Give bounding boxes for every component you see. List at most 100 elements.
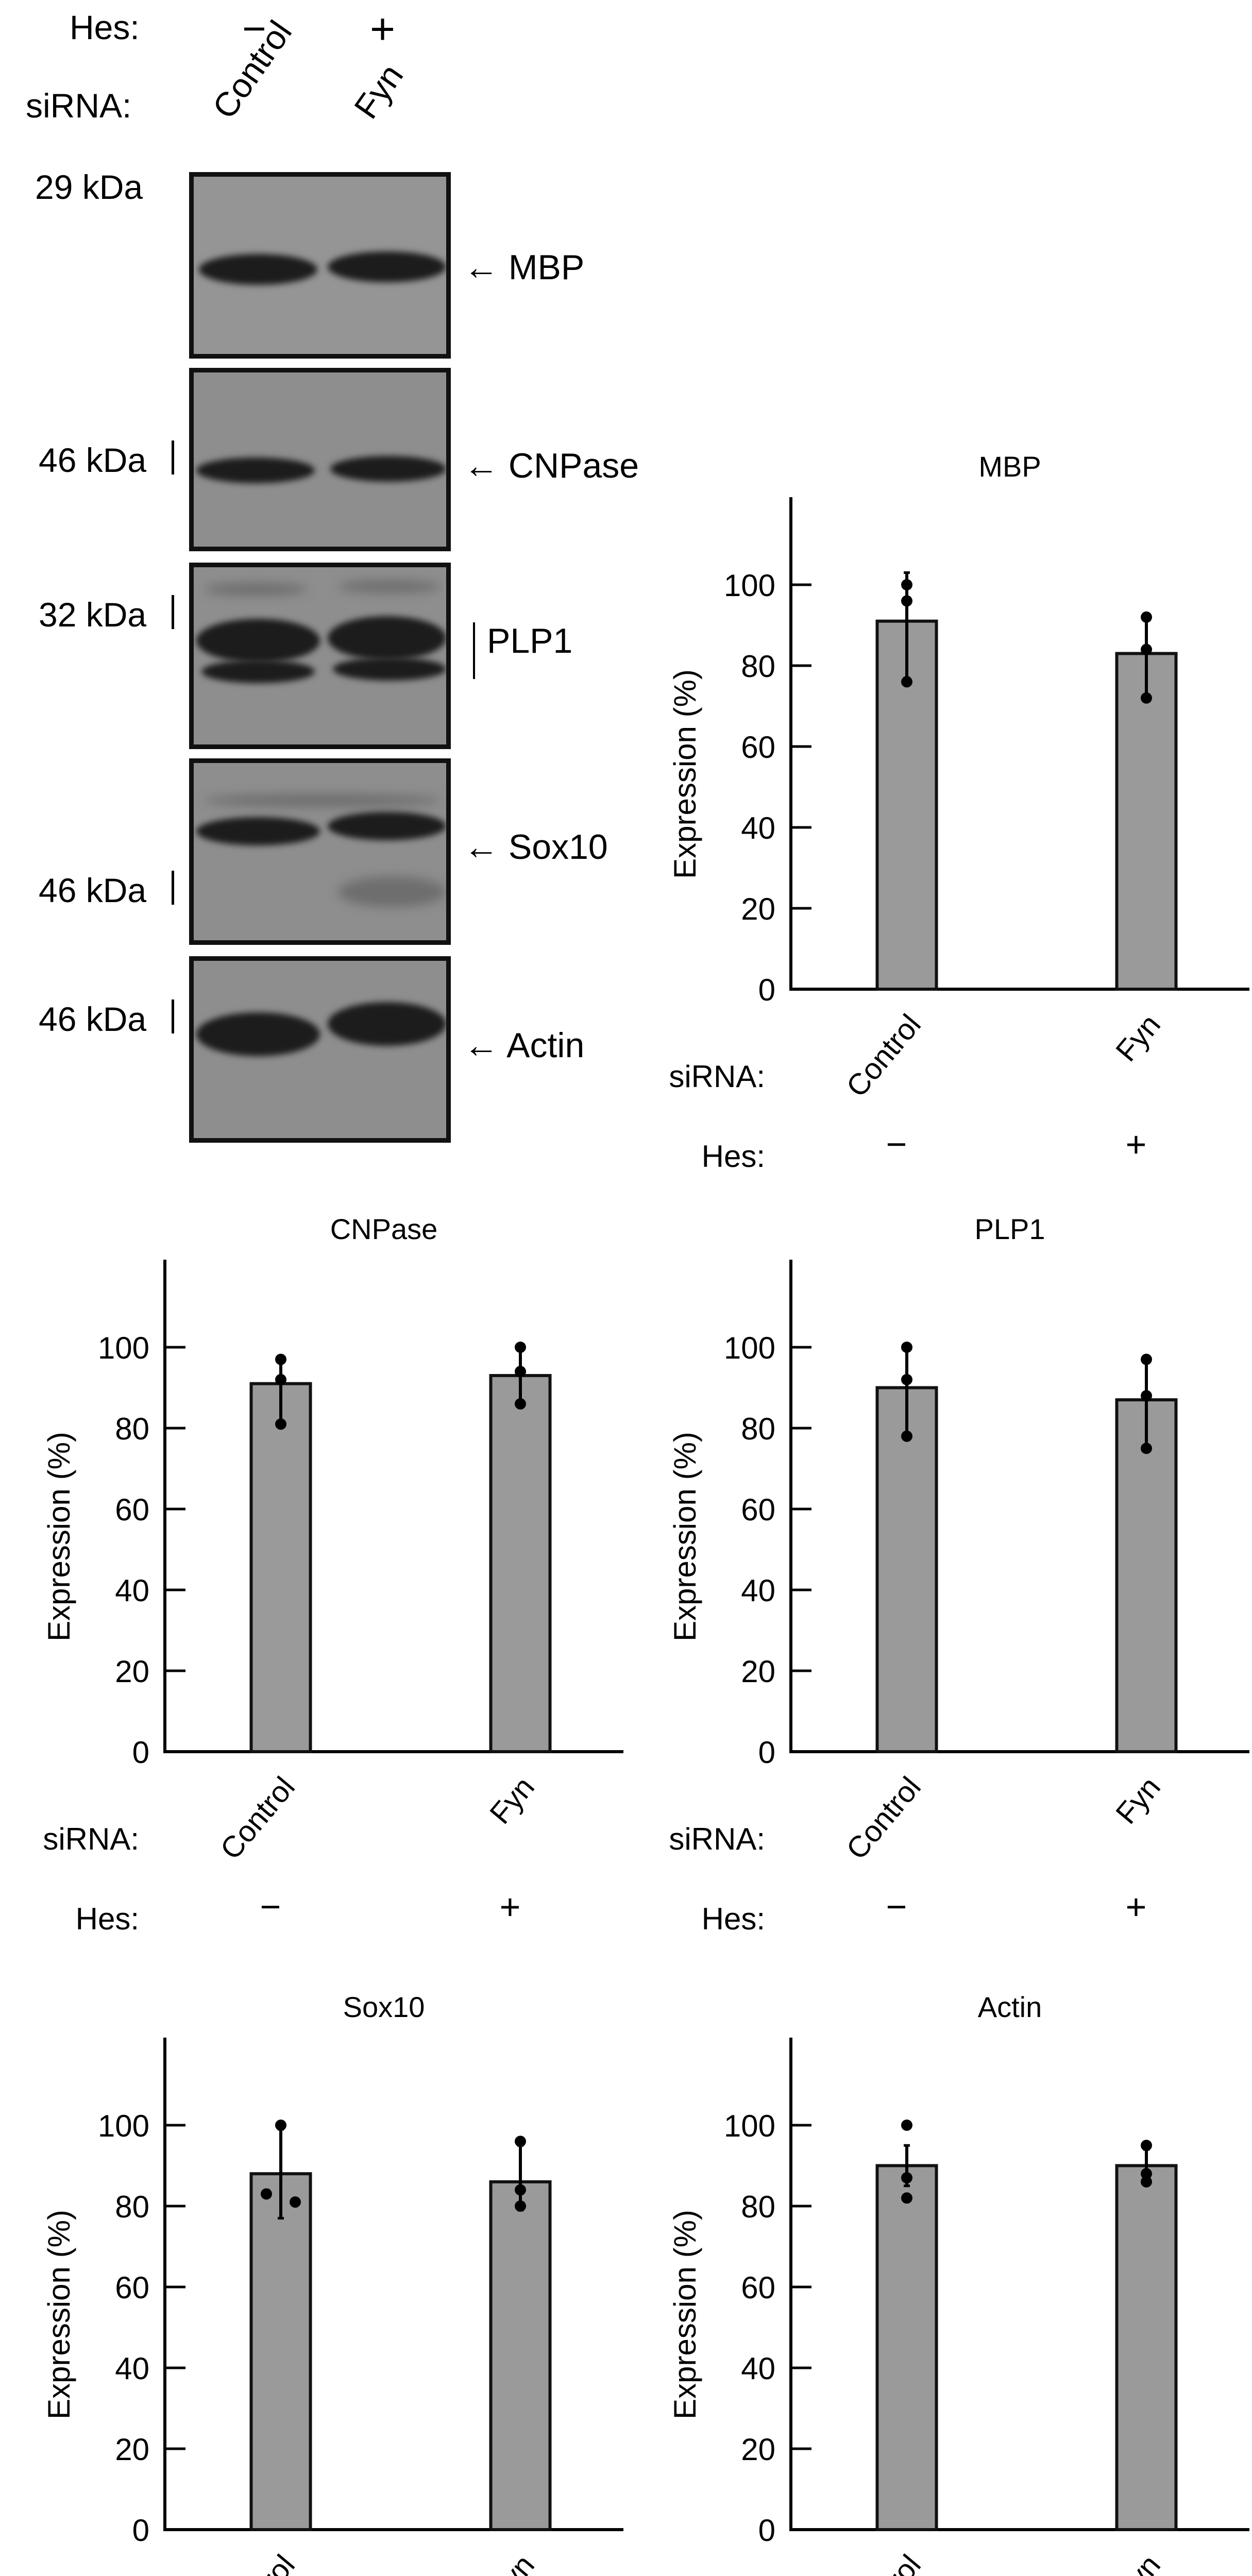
hes-row-label: Hes:	[702, 1902, 765, 1932]
hes-plus: +	[370, 5, 396, 53]
bar-chart-svg: MBP 0 20 40 60 80 100 Expression (%) Control − Fyn…	[668, 450, 1249, 1174]
data-point	[1141, 692, 1152, 704]
data-point	[275, 1353, 286, 1365]
bar	[489, 2180, 552, 2531]
sirna-label: siRNA:	[26, 87, 132, 125]
data-point	[261, 2188, 272, 2200]
y-tick-label: 60	[741, 1493, 775, 1527]
y-tick-label: 80	[741, 2190, 775, 2224]
chart-title: Sox10	[343, 1991, 425, 2023]
data-point	[275, 1418, 286, 1430]
chart-title: Actin	[978, 1991, 1042, 2023]
data-point	[901, 1374, 912, 1385]
y-axis-label: Expression (%)	[668, 1432, 702, 1641]
sirna-row-label: siRNA:	[669, 1822, 765, 1856]
mw-marker-mbp: 29 kDa	[35, 168, 143, 206]
y-tick-label: 40	[115, 1573, 149, 1608]
y-tick-label: 100	[724, 2109, 775, 2143]
chart-title: CNPase	[330, 1213, 438, 1245]
sirna-row-label: siRNA:	[669, 1059, 765, 1094]
blot-cnpase	[189, 368, 451, 551]
bar	[875, 1386, 938, 1753]
data-point	[901, 579, 912, 590]
mw-tick	[172, 595, 174, 629]
y-tick-label: 60	[115, 1493, 149, 1527]
hes-label: Hes:	[70, 8, 140, 46]
data-point	[1141, 2168, 1152, 2180]
hes-symbol: −	[886, 1124, 907, 1164]
blot-actin	[189, 956, 451, 1143]
y-axis-label: Expression (%)	[42, 1432, 76, 1641]
data-point	[275, 1374, 286, 1385]
hes-symbol: +	[1126, 1887, 1147, 1927]
y-tick-label: 0	[758, 2513, 775, 2548]
y-tick-label: 40	[741, 2351, 775, 2386]
data-point	[515, 1398, 526, 1410]
y-axis-label: Expression (%)	[42, 2210, 76, 2419]
hes-minus: −	[242, 6, 266, 52]
blot-mbp	[189, 172, 451, 359]
data-point	[901, 676, 912, 688]
data-point	[515, 2184, 526, 2196]
blot-plp1	[189, 563, 451, 749]
y-tick-label: 20	[741, 2432, 775, 2467]
data-point	[1141, 2140, 1152, 2151]
y-axis-label: Expression (%)	[668, 669, 702, 879]
bar	[489, 1374, 552, 1753]
data-point	[515, 1342, 526, 1353]
hes-symbol: +	[500, 1887, 521, 1927]
data-point	[901, 595, 912, 607]
y-tick-label: 0	[132, 1735, 149, 1770]
y-tick-label: 100	[724, 1331, 775, 1365]
x-tick-label: Fyn	[1109, 1008, 1167, 1068]
hes-row-label: Hes:	[702, 1139, 765, 1170]
sirna-row-label: siRNA:	[43, 1822, 139, 1856]
y-tick-label: 0	[132, 2513, 149, 2548]
y-tick-label: 60	[115, 2270, 149, 2305]
mw-tick	[172, 871, 174, 905]
data-point	[515, 1366, 526, 1378]
bar	[875, 2164, 938, 2531]
mw-marker-actin: 46 kDa	[39, 1000, 147, 1038]
bar	[1115, 2164, 1178, 2531]
data-point	[1141, 1353, 1152, 1365]
data-point	[515, 2136, 526, 2147]
mw-tick	[172, 440, 174, 474]
chart-plp1: PLP1 0 20 40 60 80 100 Expression (%) Control − Fy…	[626, 1200, 1252, 1936]
x-tick-label: Control	[840, 1771, 927, 1866]
y-tick-label: 0	[758, 1735, 775, 1770]
x-tick-label: Fyn	[483, 1771, 541, 1831]
y-tick-label: 100	[98, 1331, 149, 1365]
data-point	[275, 2120, 286, 2131]
mw-marker-sox10: 46 kDa	[39, 871, 147, 909]
data-point	[901, 2192, 912, 2204]
chart-cnpase: CNPase 0 20 40 60 80 100 Expression (%) Control −…	[0, 1200, 626, 1936]
x-tick-label: Fyn	[483, 2549, 541, 2576]
blot-label-actin: ← Actin	[464, 1026, 585, 1065]
y-tick-label: 80	[115, 1412, 149, 1446]
x-tick-label: Fyn	[1109, 2549, 1167, 2576]
bar	[1115, 1398, 1178, 1753]
data-point	[901, 1430, 912, 1442]
bar-chart-svg: CNPase 0 20 40 60 80 100 Expression (%) Control −…	[42, 1213, 623, 1936]
y-tick-label: 20	[741, 892, 775, 926]
chart-title: MBP	[978, 450, 1041, 483]
y-tick-label: 40	[741, 1573, 775, 1608]
blot-label-cnpase: ← CNPase	[464, 446, 639, 485]
data-point	[515, 2200, 526, 2212]
hes-symbol: −	[886, 1887, 907, 1927]
data-point	[1141, 1443, 1152, 1454]
y-tick-label: 60	[741, 2270, 775, 2305]
lane-label-fyn: Fyn	[346, 57, 411, 126]
y-tick-label: 80	[741, 1412, 775, 1446]
bar	[249, 2172, 312, 2531]
data-point	[901, 2120, 912, 2131]
hes-symbol: +	[1126, 1124, 1147, 1164]
y-tick-label: 60	[741, 730, 775, 765]
mw-marker-plp1: 32 kDa	[39, 596, 147, 634]
y-tick-label: 80	[741, 649, 775, 684]
